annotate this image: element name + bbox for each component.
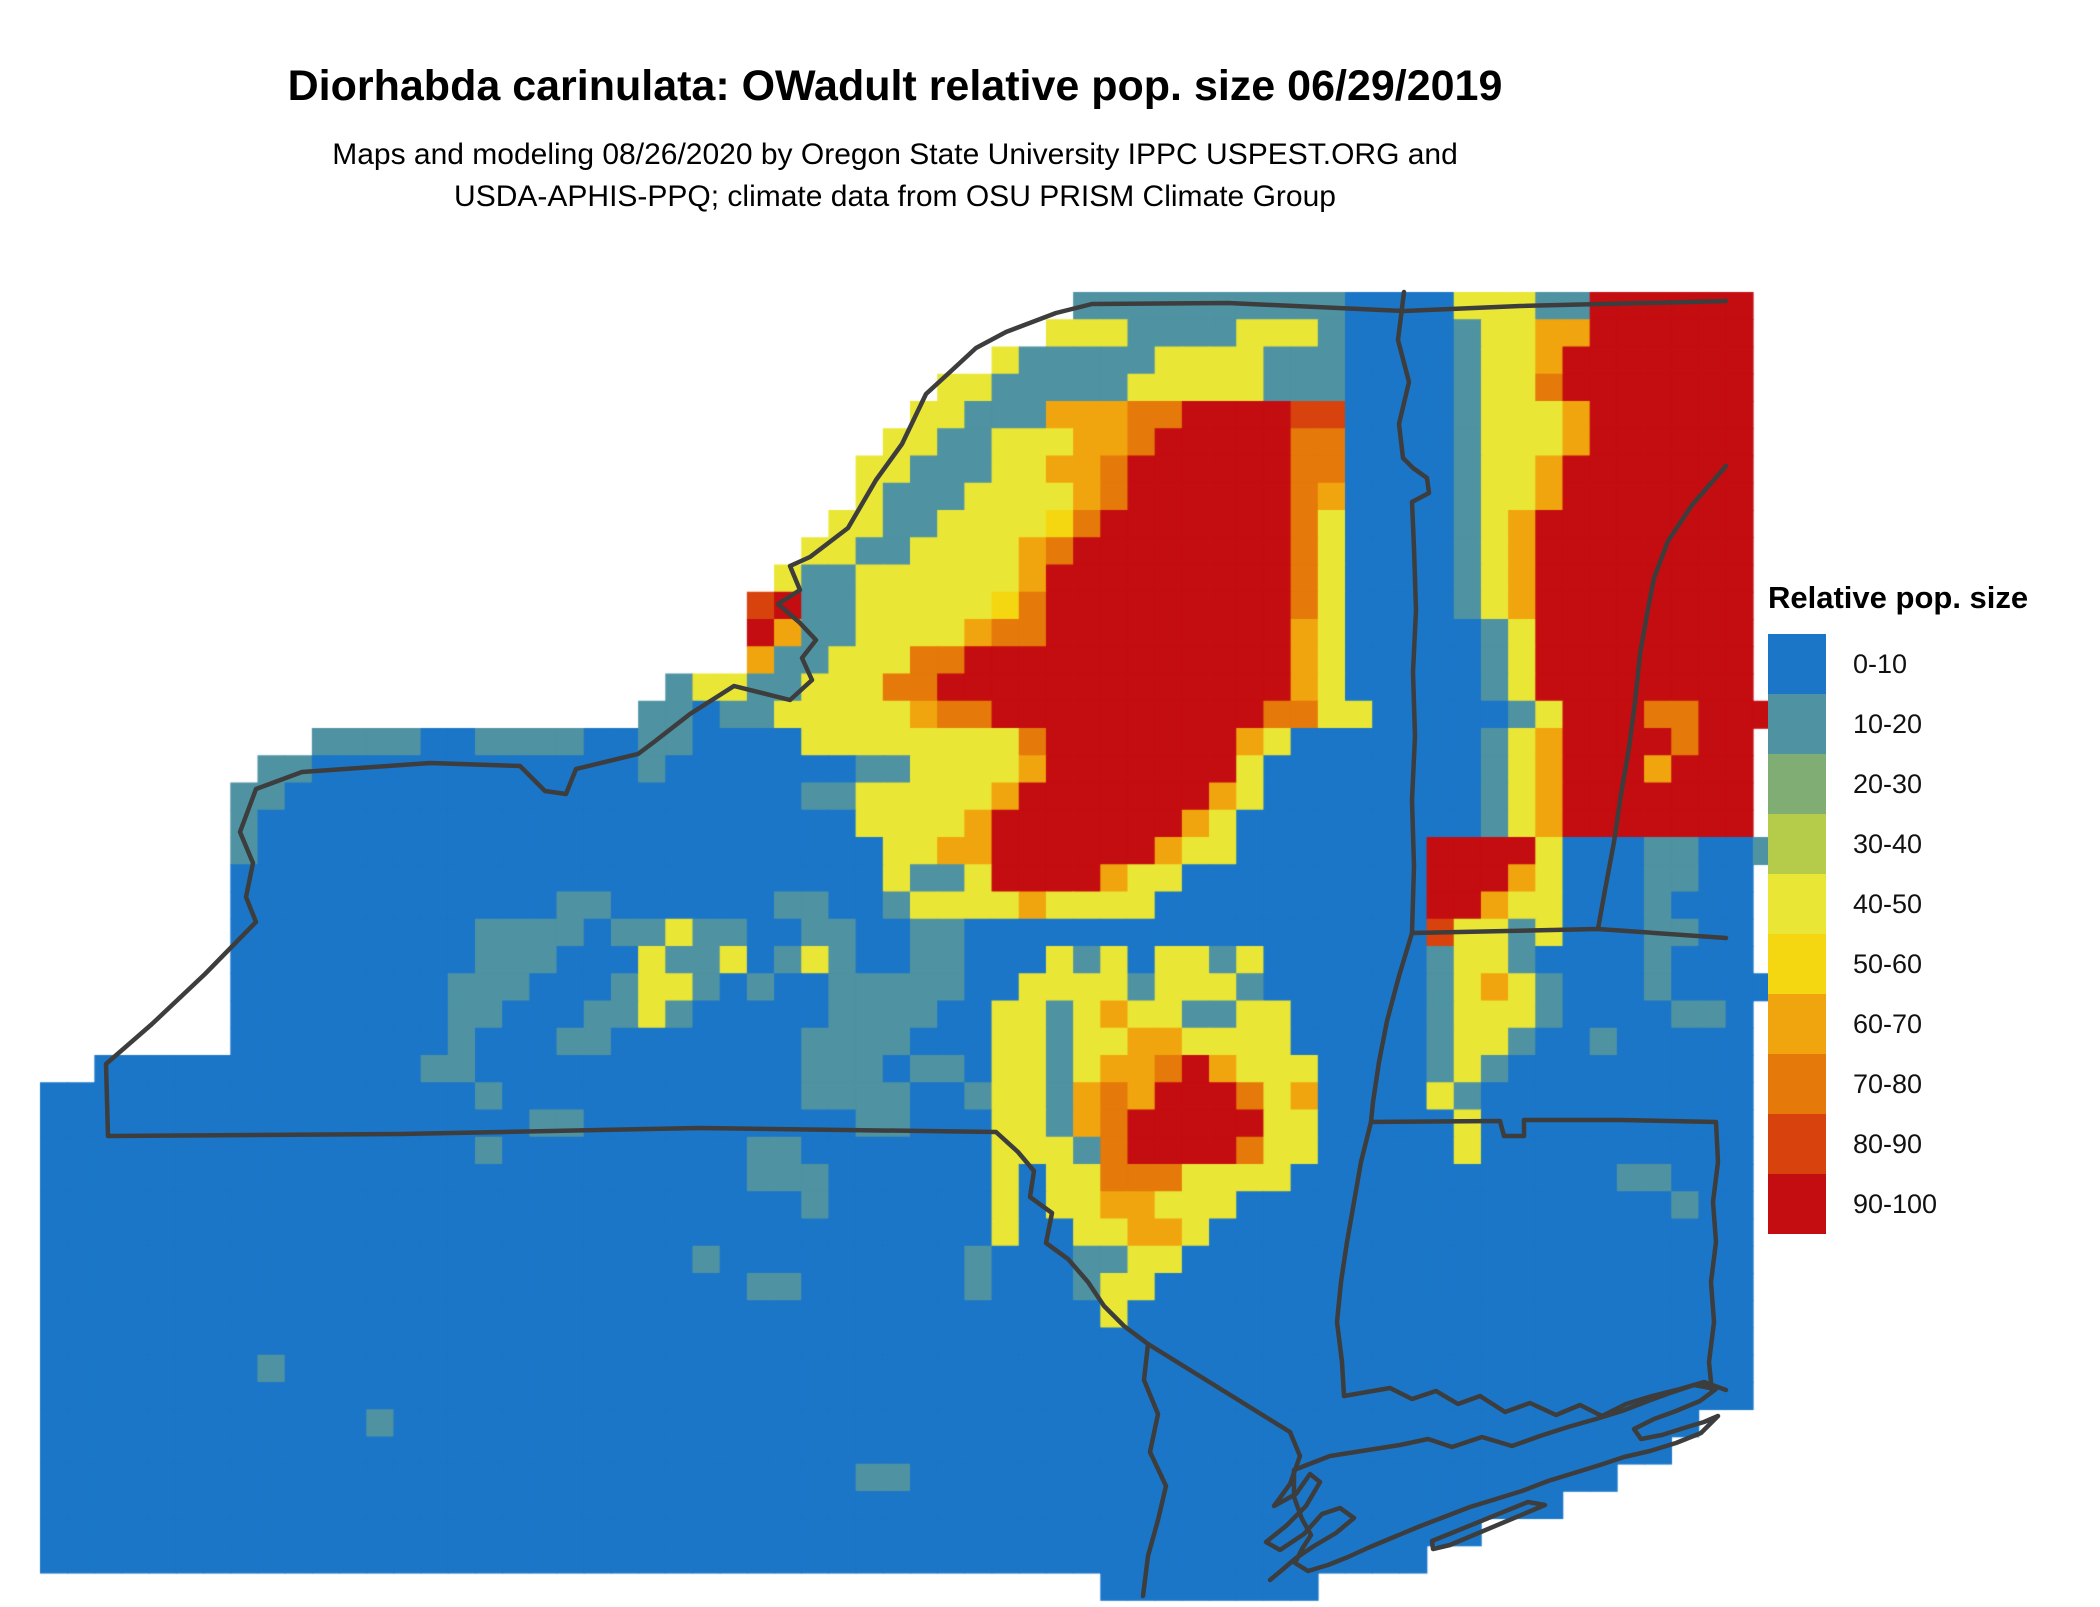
legend-item-0-10: 0-10 — [1768, 634, 2098, 694]
legend-items: 0-10 10-20 20-30 30-40 40-50 50-60 60-70 70-80 8… — [1768, 634, 2098, 1234]
state-border-line — [1145, 1341, 1293, 1435]
legend-swatch — [1768, 1114, 1826, 1174]
legend-swatch — [1768, 694, 1826, 754]
legend-item-30-40: 30-40 — [1768, 814, 2098, 874]
legend-label: 40-50 — [1853, 888, 1923, 919]
legend-label: 90-100 — [1853, 1188, 1938, 1219]
legend-item-20-30: 20-30 — [1768, 754, 2098, 814]
legend-swatch — [1768, 1174, 1826, 1234]
legend-label: 20-30 — [1853, 768, 1923, 799]
state-border-line — [1291, 1382, 1721, 1574]
legend-item-80-90: 80-90 — [1768, 1114, 2098, 1174]
legend-swatch — [1768, 994, 1826, 1054]
figure-subtitle-line2: USDA-APHIS-PPQ; climate data from OSU PR… — [454, 180, 1336, 213]
legend-label: 80-90 — [1853, 1128, 1923, 1159]
legend-title: Relative pop. size — [1768, 580, 2029, 615]
state-border-line — [1395, 289, 1432, 936]
legend-label: 50-60 — [1853, 948, 1923, 979]
figure-title: Diorhabda carinulata: OWadult relative p… — [287, 62, 1503, 110]
state-border-line — [1341, 1379, 1729, 1419]
legend-swatch — [1768, 1054, 1826, 1114]
legend-label: 70-80 — [1853, 1068, 1923, 1099]
legend-swatch — [1768, 634, 1826, 694]
legend-label: 10-20 — [1853, 708, 1923, 739]
state-border-line — [1409, 926, 1729, 941]
legend-item-60-70: 60-70 — [1768, 994, 2098, 1054]
legend-item-50-60: 50-60 — [1768, 934, 2098, 994]
legend-label: 0-10 — [1853, 648, 1908, 679]
figure-subtitle-line1: Maps and modeling 08/26/2020 by Oregon S… — [332, 138, 1458, 171]
legend-item-40-50: 40-50 — [1768, 874, 2098, 934]
figure-header: Diorhabda carinulata: OWadult relative p… — [40, 60, 1750, 218]
legend-label: 60-70 — [1853, 1008, 1923, 1039]
state-border-line — [1595, 463, 1729, 932]
legend-item-90-100: 90-100 — [1768, 1174, 2098, 1234]
state-border-line — [103, 298, 1729, 1599]
legend-item-70-80: 70-80 — [1768, 1054, 2098, 1114]
legend-item-10-20: 10-20 — [1768, 694, 2098, 754]
state-border-line — [1334, 1119, 1374, 1399]
legend-label: 30-40 — [1853, 828, 1923, 859]
legend-swatch — [1768, 814, 1826, 874]
legend: Relative pop. size 0-10 10-20 20-30 30-40 40… — [1768, 580, 2098, 1234]
state-border-line — [1263, 1429, 1357, 1583]
state-border-line — [1429, 1499, 1548, 1552]
legend-swatch — [1768, 934, 1826, 994]
state-border-line — [1368, 930, 1721, 1395]
legend-swatch — [1768, 754, 1826, 814]
legend-swatch — [1768, 874, 1826, 934]
